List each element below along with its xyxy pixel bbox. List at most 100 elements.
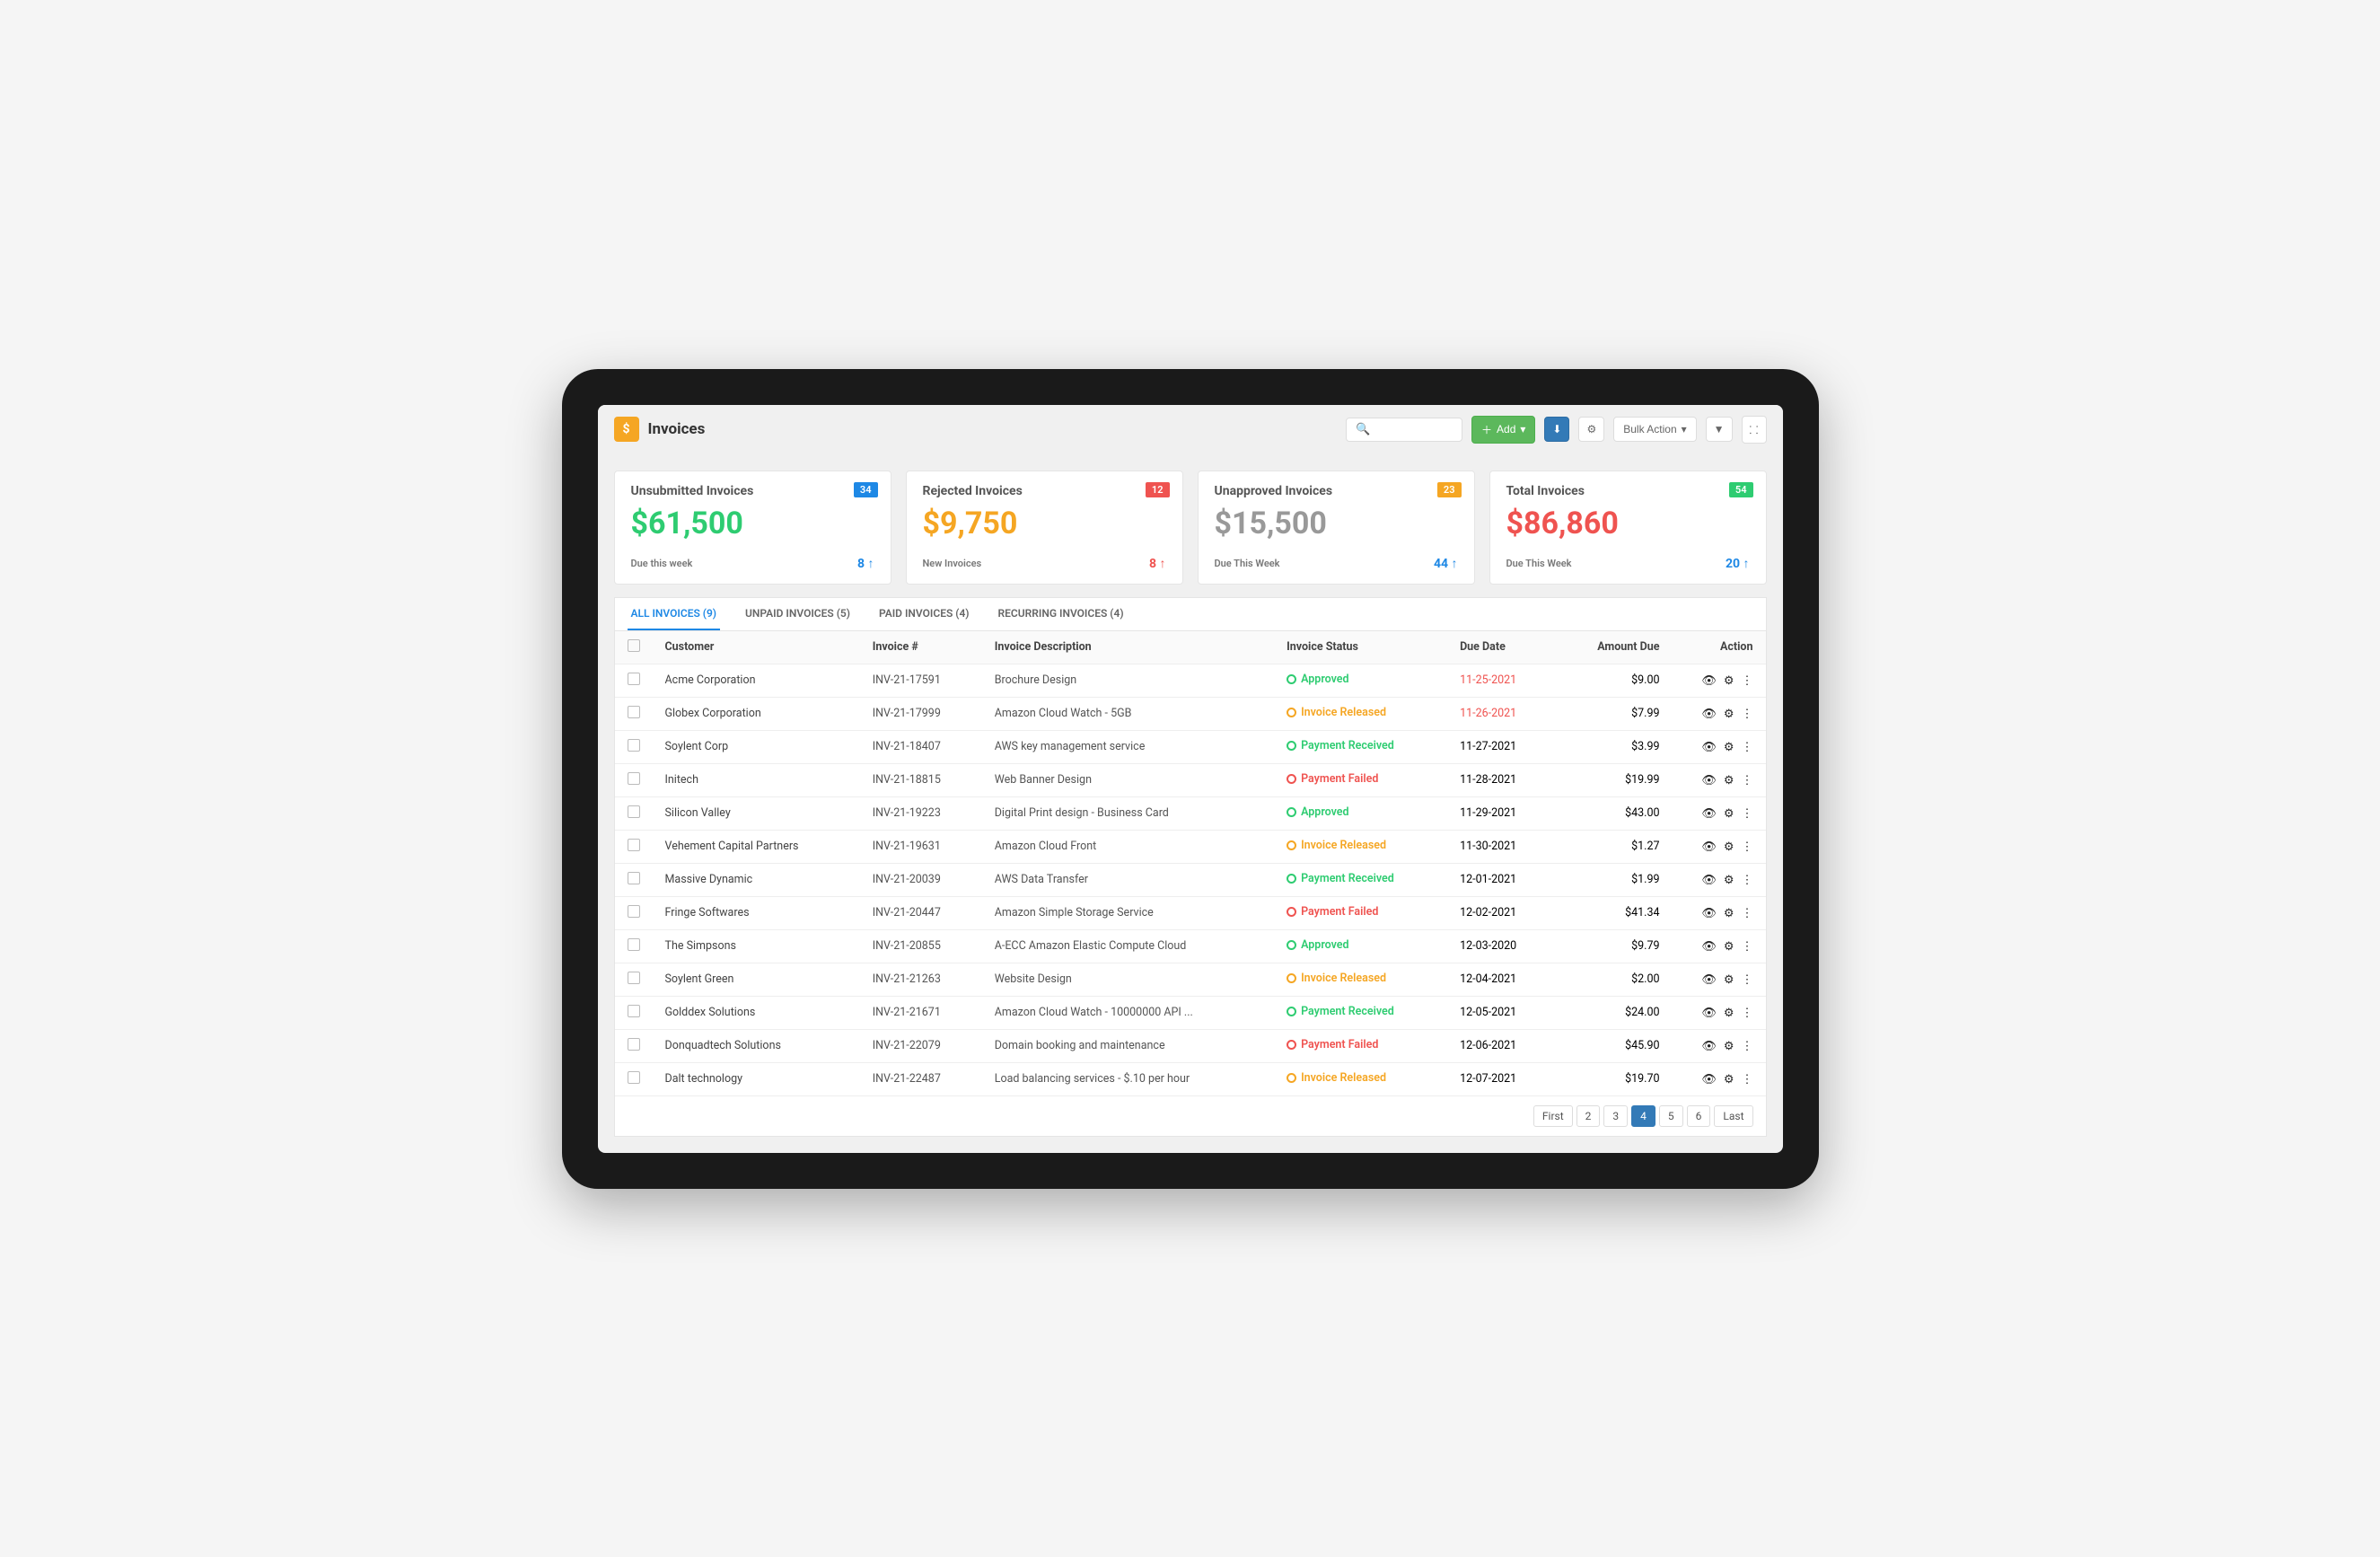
summary-card[interactable]: Unsubmitted Invoices 34 $61,500 Due this… [614,471,891,585]
cell-due-date: 12-01-2021 [1447,863,1554,896]
more-icon[interactable] [1742,1006,1753,1020]
more-icon[interactable] [1742,1039,1753,1053]
view-icon[interactable] [1701,673,1717,688]
download-button[interactable]: ⬇ [1544,417,1569,442]
invoice-page-icon: $ [614,417,639,442]
settings-icon[interactable] [1724,773,1735,787]
settings-icon[interactable] [1724,673,1735,688]
cell-description: Brochure Design [982,664,1274,697]
cell-due-date: 12-06-2021 [1447,1029,1554,1062]
more-icon[interactable] [1742,1072,1753,1086]
view-icon[interactable] [1701,873,1717,887]
row-checkbox[interactable] [628,839,640,851]
page-button[interactable]: 3 [1603,1105,1628,1127]
more-icon[interactable] [1742,806,1753,821]
tab[interactable]: PAID INVOICES (4) [875,598,973,630]
settings-icon[interactable] [1724,939,1735,954]
select-all-checkbox[interactable] [628,639,640,652]
cell-due-date: 11-27-2021 [1447,730,1554,763]
tab[interactable]: RECURRING INVOICES (4) [995,598,1128,630]
row-checkbox[interactable] [628,972,640,984]
status-label: Payment Received [1301,1005,1394,1018]
more-icon[interactable] [1742,840,1753,854]
settings-icon[interactable] [1724,906,1735,920]
settings-icon[interactable] [1724,1039,1735,1053]
view-icon[interactable] [1701,806,1717,821]
tab[interactable]: ALL INVOICES (9) [628,598,721,630]
status-label: Invoice Released [1301,706,1386,719]
row-checkbox[interactable] [628,706,640,718]
col-status[interactable]: Invoice Status [1274,631,1447,664]
cell-invoice: INV-21-21263 [860,963,982,996]
card-footer-label: New Invoices [923,558,982,569]
view-icon[interactable] [1701,707,1717,721]
page-button[interactable]: Last [1714,1105,1752,1127]
settings-icon[interactable] [1724,806,1735,821]
row-checkbox[interactable] [628,1071,640,1084]
view-icon[interactable] [1701,1006,1717,1020]
search-icon: 🔍 [1356,423,1370,436]
settings-icon[interactable] [1724,1006,1735,1020]
filter-icon: ▼ [1714,423,1725,435]
view-icon[interactable] [1701,773,1717,787]
cell-amount: $19.99 [1554,763,1684,796]
more-icon[interactable] [1742,740,1753,754]
row-checkbox[interactable] [628,772,640,785]
cell-customer: Vehement Capital Partners [653,830,860,863]
table-row: Initech INV-21-18815 Web Banner Design P… [615,763,1766,796]
col-invoice[interactable]: Invoice # [860,631,982,664]
search-input[interactable]: 🔍 [1346,418,1462,442]
row-checkbox[interactable] [628,938,640,951]
col-description[interactable]: Invoice Description [982,631,1274,664]
summary-card[interactable]: Unapproved Invoices 23 $15,500 Due This … [1198,471,1475,585]
view-icon[interactable] [1701,840,1717,854]
row-checkbox[interactable] [628,1005,640,1017]
page-button[interactable]: 5 [1659,1105,1683,1127]
settings-icon[interactable] [1724,972,1735,987]
view-icon[interactable] [1701,1039,1717,1053]
settings-button[interactable]: ⚙ [1578,417,1604,442]
add-button[interactable]: ＋ Add ▾ [1471,416,1535,444]
more-icon[interactable] [1742,906,1753,920]
cell-invoice: INV-21-17591 [860,664,982,697]
view-icon[interactable] [1701,939,1717,954]
tab[interactable]: UNPAID INVOICES (5) [742,598,854,630]
cell-status: Payment Received [1274,863,1447,896]
row-checkbox[interactable] [628,805,640,818]
row-checkbox[interactable] [628,673,640,685]
settings-icon[interactable] [1724,873,1735,887]
col-customer[interactable]: Customer [653,631,860,664]
bulk-action-button[interactable]: Bulk Action ▾ [1613,417,1696,442]
settings-icon[interactable] [1724,840,1735,854]
settings-icon[interactable] [1724,740,1735,754]
view-icon[interactable] [1701,1072,1717,1086]
row-checkbox[interactable] [628,739,640,752]
page-button[interactable]: 4 [1631,1105,1655,1127]
settings-icon[interactable] [1724,707,1735,721]
page-button[interactable]: 6 [1687,1105,1711,1127]
row-checkbox[interactable] [628,872,640,884]
card-value: $15,500 [1215,506,1458,541]
col-due[interactable]: Due Date [1447,631,1554,664]
more-icon[interactable] [1742,873,1753,887]
row-checkbox[interactable] [628,905,640,918]
view-icon[interactable] [1701,972,1717,987]
more-icon[interactable] [1742,939,1753,954]
col-action: Action [1685,631,1766,664]
more-icon[interactable] [1742,773,1753,787]
view-icon[interactable] [1701,740,1717,754]
more-icon[interactable] [1742,707,1753,721]
summary-card[interactable]: Total Invoices 54 $86,860 Due This Week … [1489,471,1767,585]
cell-amount: $3.99 [1554,730,1684,763]
more-icon[interactable] [1742,972,1753,987]
view-icon[interactable] [1701,906,1717,920]
filter-button[interactable]: ▼ [1706,417,1733,442]
hierarchy-button[interactable]: ⸬ [1742,416,1767,444]
more-icon[interactable] [1742,673,1753,688]
row-checkbox[interactable] [628,1038,640,1051]
summary-card[interactable]: Rejected Invoices 12 $9,750 New Invoices… [906,471,1183,585]
page-button[interactable]: First [1533,1105,1573,1127]
settings-icon[interactable] [1724,1072,1735,1086]
col-amount[interactable]: Amount Due [1554,631,1684,664]
page-button[interactable]: 2 [1576,1105,1601,1127]
